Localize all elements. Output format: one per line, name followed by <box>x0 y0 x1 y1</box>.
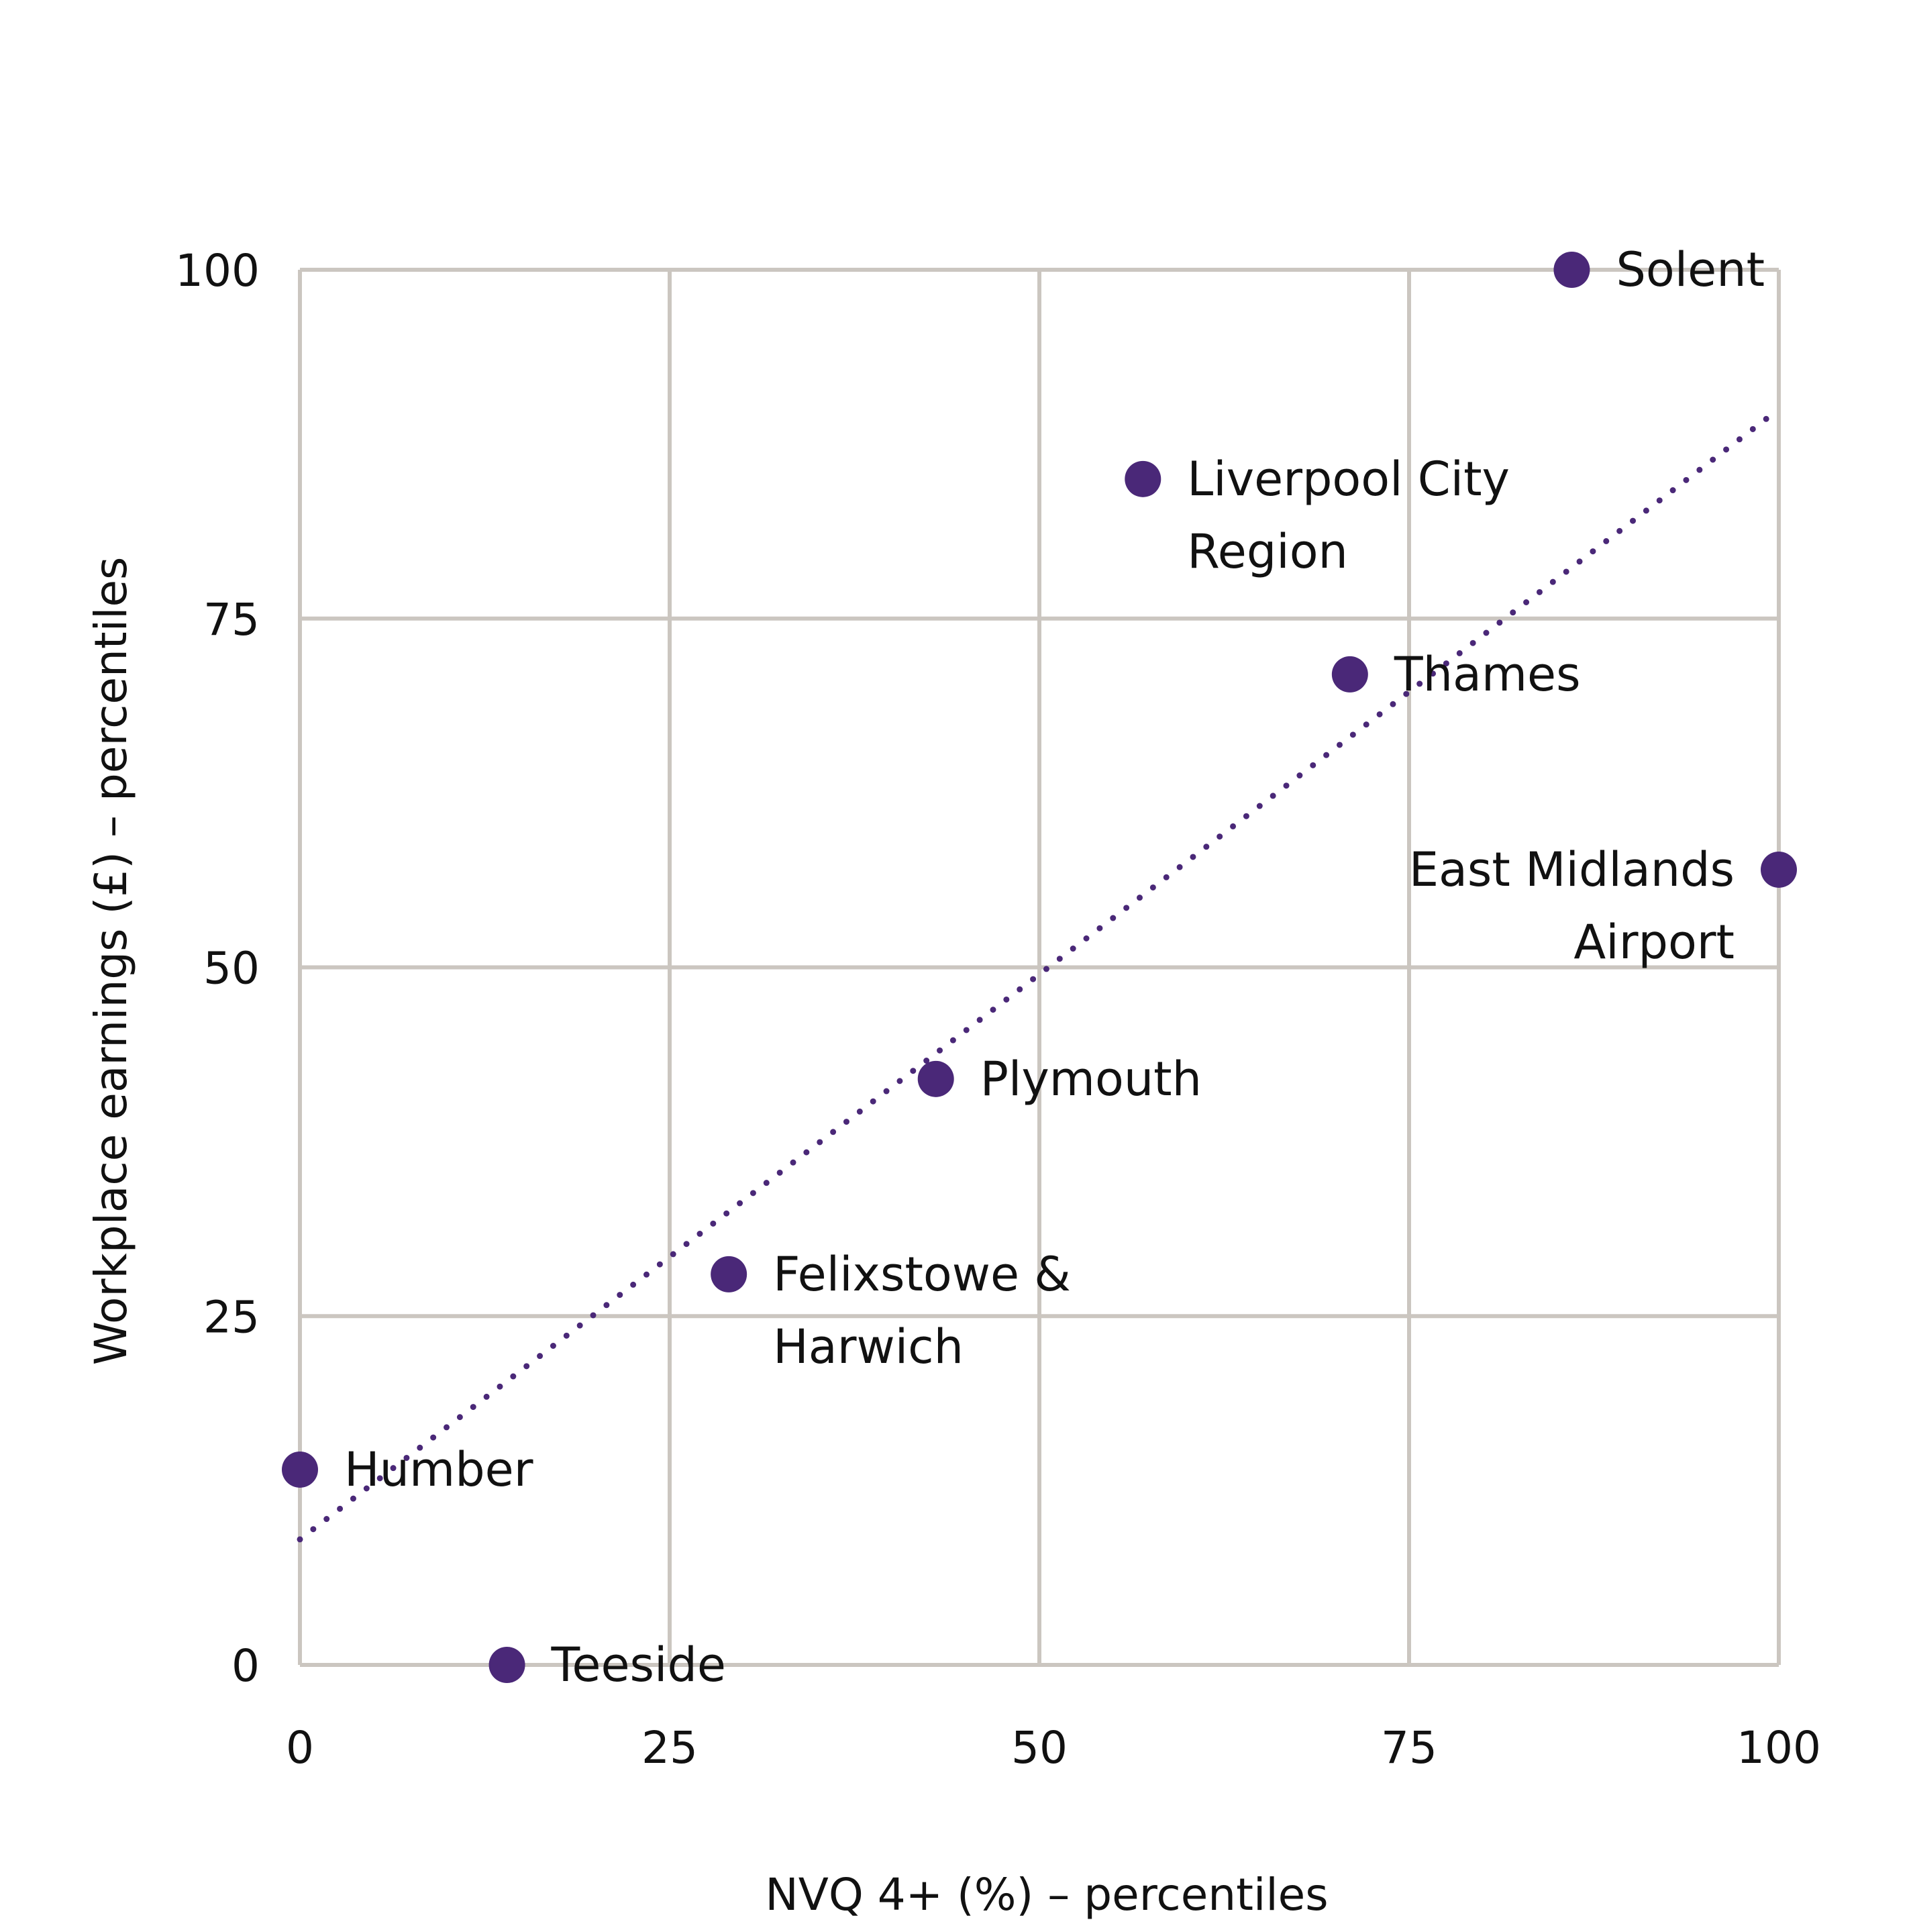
data-point <box>1553 252 1590 288</box>
point-label: Teeside <box>551 1637 726 1692</box>
point-label: Humber <box>344 1442 533 1497</box>
y-tick-label: 100 <box>175 245 260 297</box>
point-label: Felixstowe & <box>773 1247 1071 1302</box>
x-tick-label: 100 <box>1737 1722 1821 1774</box>
data-point <box>488 1647 525 1683</box>
x-tick-label: 50 <box>1011 1722 1068 1774</box>
point-label: East Midlands <box>1409 842 1735 897</box>
x-tick-label: 25 <box>641 1722 698 1774</box>
x-axis-title: NVQ 4+ (%) – percentiles <box>765 1869 1328 1921</box>
point-label: Solent <box>1616 242 1765 297</box>
point-label: Airport <box>1573 915 1735 970</box>
y-axis-title: Workplace earnings (£) – percentiles <box>85 557 137 1366</box>
data-point <box>1125 460 1161 497</box>
data-point <box>917 1060 954 1097</box>
grid-lines <box>298 268 1781 1667</box>
point-label: Harwich <box>773 1319 964 1374</box>
data-point <box>1761 851 1797 888</box>
y-tick-label: 75 <box>203 594 260 646</box>
point-label: Plymouth <box>980 1052 1202 1107</box>
y-tick-label: 50 <box>203 943 260 995</box>
data-point <box>1331 656 1368 693</box>
x-tick-label: 75 <box>1381 1722 1437 1774</box>
y-tick-label: 0 <box>231 1640 260 1692</box>
point-label: Thames <box>1394 647 1581 702</box>
tick-labels: 0 25 50 75 100 0 25 50 75 100 <box>175 245 1821 1774</box>
point-label: Region <box>1187 524 1348 579</box>
x-tick-label: 0 <box>286 1722 314 1774</box>
data-points: Solent Liverpool City Region Thames East Mid… <box>282 242 1797 1692</box>
y-tick-label: 25 <box>203 1291 260 1343</box>
point-label: Liverpool City <box>1187 452 1510 507</box>
data-point <box>282 1451 318 1488</box>
data-point <box>711 1256 747 1292</box>
